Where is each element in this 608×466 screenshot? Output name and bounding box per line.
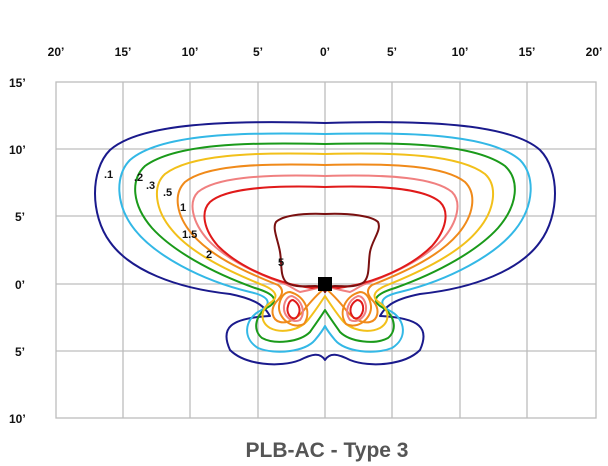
diagram-title: PLB-AC - Type 3: [246, 439, 409, 462]
y-tick-0: 15’: [9, 76, 26, 90]
x-tick-4: 0’: [320, 45, 330, 59]
contour-label-1: 1: [180, 202, 186, 214]
x-tick-2: 10’: [182, 45, 199, 59]
contour-5: [273, 212, 380, 293]
contour-1-loop-left: [277, 291, 309, 327]
y-tick-3: 0’: [15, 278, 25, 292]
x-tick-7: 15’: [519, 45, 536, 59]
contour-2-loop-left: [286, 299, 301, 320]
x-tick-8: 20’: [586, 45, 603, 59]
contour-1.5-loop-right: [346, 295, 368, 322]
luminaire-marker: [318, 277, 332, 291]
y-tick-4: 5’: [15, 345, 25, 359]
contour-0.2: [118, 132, 532, 353]
y-tick-1: 10’: [9, 143, 26, 157]
contour-1-loop-right: [341, 291, 373, 327]
plot-grid: [55, 81, 597, 419]
contour-label-0.2: .2: [134, 172, 143, 184]
contour-1.5-loop-left: [282, 295, 304, 322]
contour-label-0.1: .1: [104, 169, 113, 181]
x-tick-6: 10’: [452, 45, 469, 59]
plot-frame: [55, 81, 597, 419]
x-tick-1: 15’: [115, 45, 132, 59]
contour-labels: .1 .2 .3 .5 1 1.5 2 5: [104, 169, 284, 269]
contour-label-5: 5: [278, 257, 284, 269]
contour-0.5: [155, 152, 495, 332]
contour-0.1: [94, 121, 556, 366]
contour-2-loop-right: [349, 299, 365, 320]
y-tick-5: 10’: [9, 412, 26, 426]
contour-label-0.3: .3: [146, 180, 155, 192]
x-tick-5: 5’: [387, 45, 397, 59]
x-tick-labels: 20’ 15’ 10’ 5’ 0’ 5’ 10’ 15’ 20’: [48, 45, 603, 59]
x-tick-3: 5’: [253, 45, 263, 59]
contour-label-0.5: .5: [163, 187, 172, 199]
contour-label-1.5: 1.5: [182, 229, 197, 241]
contour-0.3: [134, 142, 516, 343]
x-tick-0: 20’: [48, 45, 65, 59]
y-tick-labels: 15’ 10’ 5’ 0’ 5’ 10’: [9, 76, 26, 426]
y-tick-2: 5’: [15, 210, 25, 224]
contour-label-2: 2: [206, 249, 212, 261]
